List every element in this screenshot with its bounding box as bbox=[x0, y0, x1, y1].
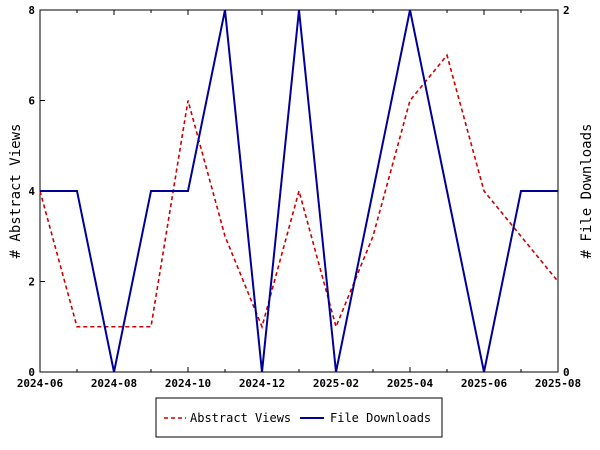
y-left-tick-label: 6 bbox=[28, 95, 35, 108]
y-right-tick-label: 0 bbox=[563, 366, 570, 379]
y-left-tick-label: 8 bbox=[28, 4, 35, 17]
x-tick-label: 2025-08 bbox=[535, 377, 581, 390]
series-lines bbox=[39, 9, 559, 373]
legend-label-file-downloads: File Downloads bbox=[330, 411, 431, 425]
x-tick-label: 2024-12 bbox=[239, 377, 285, 390]
legend-label-abstract-views: Abstract Views bbox=[190, 411, 291, 425]
x-tick-label: 2025-06 bbox=[461, 377, 508, 390]
series-line-file-downloads bbox=[40, 9, 558, 373]
y-right-tick-label: 2 bbox=[563, 4, 570, 17]
legend-box bbox=[155, 397, 443, 438]
y-left-tick-label: 2 bbox=[28, 276, 35, 289]
legend: Abstract Views File Downloads bbox=[155, 397, 443, 438]
y-axis-right-label: # File Downloads bbox=[579, 124, 595, 259]
x-tick-label: 2025-04 bbox=[387, 377, 434, 390]
y-axis-left-label: # Abstract Views bbox=[8, 124, 24, 259]
y-left-tick-label: 4 bbox=[28, 185, 35, 198]
x-tick-label: 2024-06 bbox=[17, 377, 64, 390]
y-left-tick-label: 0 bbox=[28, 366, 35, 379]
x-tick-label: 2024-10 bbox=[165, 377, 211, 390]
x-tick-label: 2025-02 bbox=[313, 377, 359, 390]
plot-frame bbox=[39, 9, 559, 373]
x-tick-label: 2024-08 bbox=[91, 377, 137, 390]
series-line-abstract-views bbox=[39, 53, 559, 330]
tick-labels: 2024-06 2024-08 2024-10 2024-12 2025-02 2025-… bbox=[17, 4, 581, 390]
